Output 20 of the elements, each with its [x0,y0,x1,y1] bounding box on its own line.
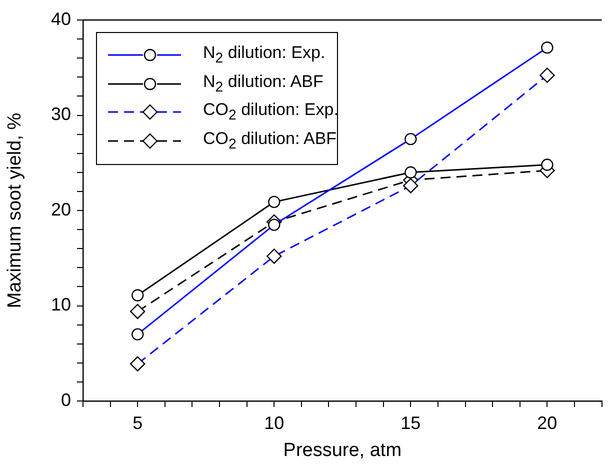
legend-label: N$_{2}$ dilution: ABF [203,72,324,96]
y-tick-label: 10 [50,294,71,315]
y-tick-label: 0 [60,390,71,410]
x-tick-label: 5 [132,412,143,433]
legend-label: CO$_{2}$ dilution: Exp. [203,100,338,124]
x-tick-label: 10 [264,412,284,433]
point [404,166,417,178]
y-tick-label: 20 [50,199,71,220]
y-tick-label: 40 [50,8,71,29]
point [268,196,280,208]
x-axis-title: Pressure, atm [283,440,402,461]
point [132,289,144,302]
y-axis-title: Maximum soot yield, % [4,112,26,308]
x-tick-label: 20 [537,412,558,433]
point [541,158,554,171]
point [130,304,146,320]
x-tick-label: 15 [400,412,421,433]
legend-label: N$_{2}$ dilution: Exp. [203,43,326,67]
y-tick-label: 30 [50,104,71,124]
legend-label: CO$_{2}$ dilution: ABF [203,128,337,152]
